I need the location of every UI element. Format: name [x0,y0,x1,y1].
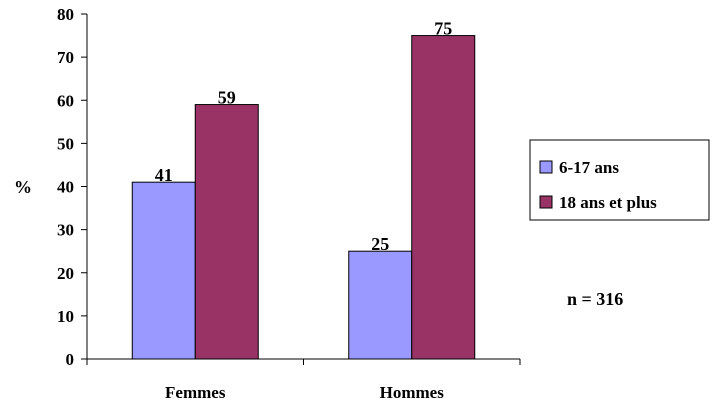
sample-size-note: n = 316 [567,289,623,309]
bar-hommes-0 [348,250,413,360]
y-tick-label: 20 [57,264,74,283]
y-tick-label: 10 [57,307,74,326]
data-label: 59 [218,88,236,108]
legend-label-18-ans-et-plus: 18 ans et plus [559,193,657,212]
y-tick-label: 70 [57,48,74,67]
x-category-label: Hommes [380,383,445,402]
legend-swatch-18-ans-et-plus [539,195,553,209]
bars [131,35,476,360]
legend-box [529,139,710,221]
data-label: 41 [155,165,173,185]
x-category-label: Femmes [165,383,226,402]
legend: 6-17 ans 18 ans et plus [529,139,710,221]
y-tick-label: 0 [66,350,75,369]
legend-label-6-17-ans: 6-17 ans [559,158,619,177]
y-axis-label: % [14,177,32,197]
bar-femmes-1 [194,104,259,360]
y-tick-label: 40 [57,178,74,197]
bar-femmes-0 [131,181,196,360]
data-label: 75 [434,19,452,39]
labels: 0 10 20 30 40 50 60 70 80 41 59 Femmes 25 75 Hommes [57,5,452,402]
legend-swatch-6-17-ans [539,160,553,174]
y-tick-label: 30 [57,221,74,240]
y-tick-label: 50 [57,134,74,153]
data-label: 25 [371,234,389,254]
y-tick-label: 80 [57,5,74,24]
bar-hommes-1 [411,35,476,360]
y-tick-label: 60 [57,91,74,110]
